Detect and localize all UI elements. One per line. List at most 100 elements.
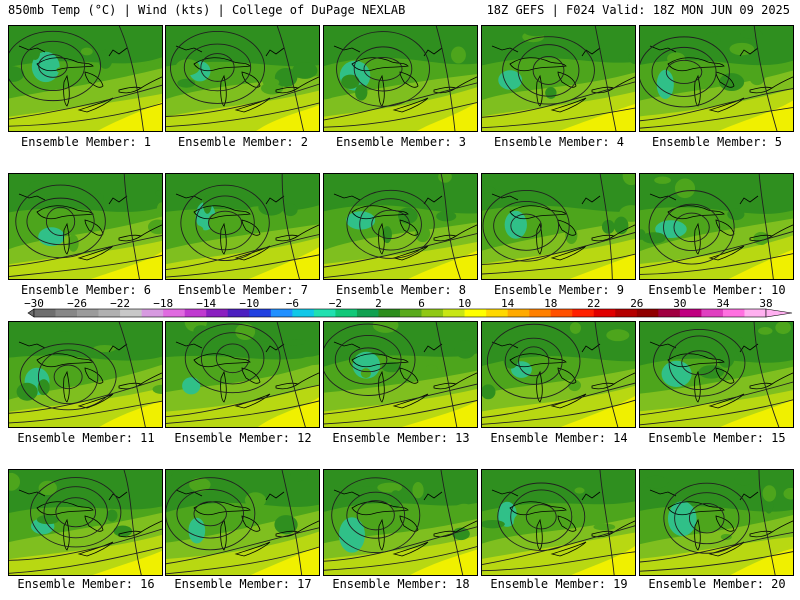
ensemble-member-label: Ensemble Member: 14: [490, 431, 628, 445]
temperature-map: [640, 470, 793, 575]
colorbar-segment: [141, 309, 164, 317]
ensemble-member-map: [165, 321, 320, 428]
colorbar-segment: [270, 309, 293, 317]
colorbar-segment: [593, 309, 616, 317]
temperature-map: [640, 26, 793, 131]
ensemble-member-label: Ensemble Member: 12: [174, 431, 312, 445]
colorbar-tick-label: −30: [24, 297, 44, 310]
colorbar-tick-label: −6: [285, 297, 299, 310]
temperature-map: [324, 470, 477, 575]
ensemble-member-map: [639, 25, 794, 132]
colorbar-segment: [550, 309, 573, 317]
model-run-info: 18Z GEFS | F024 Valid: 18Z MON JUN 09 20…: [486, 3, 790, 17]
ensemble-member-map: [481, 321, 636, 428]
ensemble-member-label: Ensemble Member: 6: [20, 283, 152, 297]
colorbar-segment: [120, 309, 142, 317]
ensemble-member-label: Ensemble Member: 3: [335, 135, 467, 149]
temperature-map: [166, 26, 319, 131]
colorbar-segment: [701, 309, 724, 317]
colorbar-tick-label: −26: [67, 297, 87, 310]
colorbar-segment: [163, 309, 186, 317]
ensemble-member-map: [165, 25, 320, 132]
colorbar-tick-label: 2: [375, 297, 382, 310]
ensemble-member-map: [8, 321, 163, 428]
ensemble-member-map: [165, 173, 320, 280]
colorbar-segment: [572, 309, 595, 317]
colorbar-segment: [206, 309, 229, 317]
colorbar-tick-label: −10: [239, 297, 260, 310]
colorbar-low-arrow: [27, 308, 35, 318]
ensemble-member-label: Ensemble Member: 10: [648, 283, 786, 297]
ensemble-member-map: [639, 173, 794, 280]
colorbar-tick-label: 10: [457, 297, 472, 310]
colorbar-segment: [249, 309, 272, 317]
colorbar-segment: [486, 309, 508, 317]
chart-title: 850mb Temp (°C) | Wind (kts) | College o…: [8, 3, 406, 17]
ensemble-member-label: Ensemble Member: 5: [651, 135, 783, 149]
temperature-map: [324, 26, 477, 131]
colorbar-tick-labels: −30 −26 −22 −18 −14 −10 −6 −2 2 6 10 14 18 22 26 30 34 38…: [0, 297, 800, 310]
colorbar-segment: [34, 309, 56, 317]
temperature-map: [9, 174, 162, 279]
colorbar-tick-label: 6: [418, 297, 425, 310]
temperature-map: [482, 174, 635, 279]
temperature-map: [9, 26, 162, 131]
colorbar-segment: [529, 309, 552, 317]
colorbar-segment: [77, 309, 99, 317]
temperature-map: [640, 322, 793, 427]
temperature-map: [640, 174, 793, 279]
ensemble-member-label: Ensemble Member: 17: [174, 577, 312, 591]
colorbar-segment: [313, 309, 336, 317]
ensemble-member-map: [639, 321, 794, 428]
ensemble-member-label: Ensemble Member: 9: [493, 283, 625, 297]
ensemble-member-map: [8, 25, 163, 132]
temperature-map: [482, 26, 635, 131]
colorbar-segment: [443, 309, 465, 317]
colorbar-segment: [227, 309, 250, 317]
colorbar-segment: [400, 309, 422, 317]
ensemble-member-label: Ensemble Member: 11: [17, 431, 155, 445]
ensemble-member-label: Ensemble Member: 1: [20, 135, 152, 149]
colorbar-segment: [658, 309, 681, 317]
colorbar-tick-label: 38: [759, 297, 773, 310]
ensemble-member-map: [165, 469, 320, 576]
temperature-map: [166, 174, 319, 279]
temperature-map: [9, 470, 162, 575]
colorbar-segment: [378, 309, 401, 317]
ensemble-member-label: Ensemble Member: 13: [332, 431, 470, 445]
ensemble-member-label: Ensemble Member: 15: [648, 431, 786, 445]
ensemble-member-label: Ensemble Member: 18: [332, 577, 470, 591]
ensemble-member-label: Ensemble Member: 20: [648, 577, 786, 591]
colorbar-tick-label: 26: [630, 297, 644, 310]
colorbar-tick-label: −14: [196, 297, 217, 310]
colorbar-segment: [98, 309, 121, 317]
ensemble-member-map: [8, 173, 163, 280]
ensemble-member-map: [481, 25, 636, 132]
temperature-map: [324, 322, 477, 427]
temperature-map: [9, 322, 162, 427]
temperature-map: [324, 174, 477, 279]
colorbar-segment: [335, 309, 358, 317]
ensemble-member-map: [481, 173, 636, 280]
colorbar-segment: [507, 309, 530, 317]
colorbar-segment: [744, 309, 767, 317]
colorbar-segment: [356, 309, 379, 317]
ensemble-member-map: [481, 469, 636, 576]
temperature-map: [166, 322, 319, 427]
ensemble-member-map: [323, 173, 478, 280]
colorbar-tick-label: 30: [673, 297, 687, 310]
colorbar-segment: [615, 309, 638, 317]
ensemble-member-label: Ensemble Member: 19: [490, 577, 628, 591]
temperature-colorbar: [27, 308, 793, 318]
colorbar-segment: [464, 309, 487, 317]
temperature-map: [482, 470, 635, 575]
temperature-map: [166, 470, 319, 575]
ensemble-member-map: [8, 469, 163, 576]
temperature-map: [482, 322, 635, 427]
colorbar-tick-label: 34: [716, 297, 730, 310]
colorbar-segment: [636, 309, 659, 317]
colorbar-tick-label: 14: [501, 297, 515, 310]
colorbar-segment: [722, 309, 745, 317]
colorbar-tick-label: −18: [153, 297, 174, 310]
ensemble-member-map: [323, 25, 478, 132]
